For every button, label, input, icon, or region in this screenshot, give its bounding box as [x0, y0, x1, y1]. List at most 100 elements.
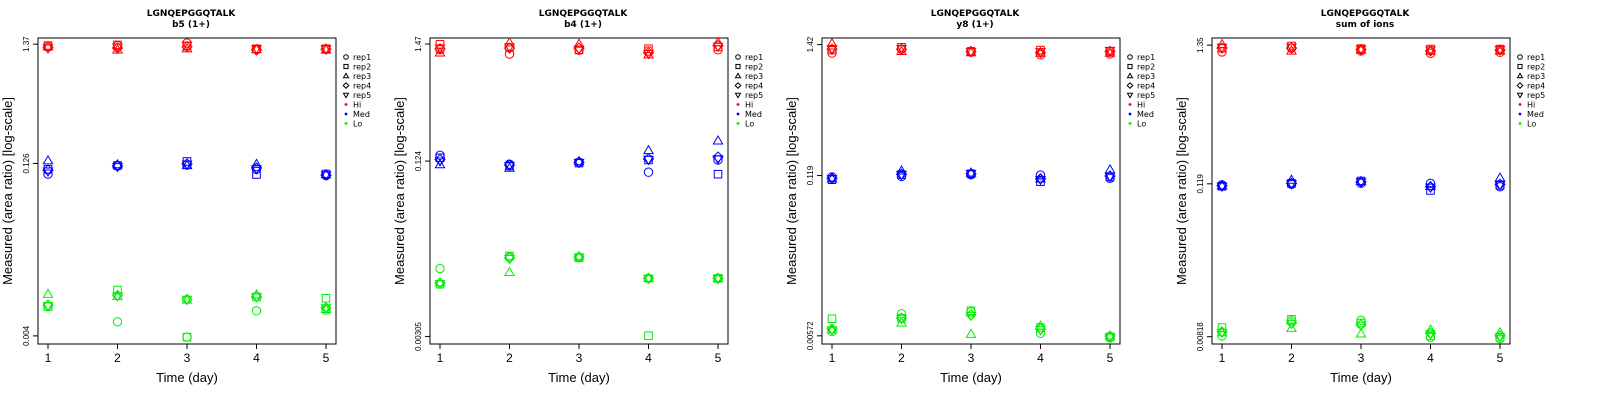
x-tick-label: 4: [1427, 351, 1434, 365]
data-point-med-rep3: [1286, 174, 1297, 184]
plot-frame: [37, 37, 337, 345]
legend-label: rep3: [1137, 72, 1155, 81]
legend-label: rep2: [1527, 63, 1545, 72]
legend-marker-rep4: [342, 82, 350, 89]
legend-label: Hi: [353, 101, 361, 110]
y-tick-label: 0.004: [22, 325, 31, 346]
legend-label: rep1: [1137, 53, 1155, 62]
data-point-hi-rep5: [112, 43, 123, 54]
data-point-lo-rep3: [42, 288, 54, 298]
data-point-med-rep3: [896, 165, 907, 175]
legend-label: rep4: [353, 82, 371, 91]
data-point-lo-rep1: [321, 305, 331, 315]
legend-label: rep5: [745, 91, 763, 100]
data-point-lo-rep3: [1286, 322, 1297, 332]
data-point-med-rep5: [112, 163, 123, 173]
data-point-lo-rep5: [1355, 321, 1367, 332]
data-point-med-rep5: [712, 155, 724, 165]
x-tick-label: 5: [715, 351, 722, 365]
y-tick-label: 0.119: [806, 165, 815, 185]
legend-marker-rep4: [734, 82, 742, 89]
x-tick-label: 1: [829, 351, 836, 365]
data-point-hi-rep5: [573, 45, 585, 55]
legend-label: rep2: [745, 63, 763, 72]
data-point-hi-rep5: [1035, 48, 1046, 58]
chart-subtitle: y8 (1+): [956, 20, 993, 30]
x-tick-label: 5: [1497, 351, 1504, 365]
data-point-med-rep5: [320, 171, 332, 181]
data-point-lo-rep5: [1035, 326, 1046, 336]
legend-label: Lo: [745, 120, 754, 129]
x-tick-label: 2: [506, 351, 513, 365]
data-point-hi-rep3: [1286, 45, 1297, 55]
legend-label: Med: [745, 110, 762, 119]
data-point-lo-rep3: [1104, 330, 1116, 340]
data-point-lo-rep2: [966, 306, 976, 316]
legend-label: rep3: [353, 72, 371, 81]
x-tick-label: 2: [898, 351, 905, 365]
data-point-lo-rep5: [1216, 328, 1228, 339]
data-point-lo-rep5: [320, 304, 332, 314]
data-point-med-rep3: [965, 167, 977, 177]
data-point-lo-rep5: [434, 280, 446, 290]
legend-label: rep5: [353, 91, 371, 100]
y-tick-label: 1.35: [1196, 37, 1205, 53]
legend-marker-rep1: [1127, 54, 1133, 60]
y-tick-label: 0.124: [414, 151, 423, 172]
legend-label: rep4: [745, 82, 763, 91]
legend-marker-rep5: [342, 92, 350, 99]
legend-label: rep1: [353, 53, 371, 62]
x-tick-label: 1: [1219, 351, 1226, 365]
data-point-hi-rep5: [1355, 45, 1367, 55]
x-axis-label: Time (day): [1330, 370, 1392, 385]
data-point-hi-rep5: [965, 48, 977, 58]
x-tick-label: 2: [114, 351, 121, 365]
data-point-med-rep2: [713, 169, 723, 179]
legend-marker-rep3: [734, 72, 742, 79]
data-point-lo-rep2: [113, 285, 122, 295]
plot-frame: [821, 37, 1121, 345]
data-point-lo-rep1: [112, 317, 123, 327]
data-point-lo-rep5: [42, 302, 54, 312]
x-tick-label: 4: [645, 351, 652, 365]
data-point-hi-rep5: [251, 45, 262, 55]
legend-dot-hi: [344, 103, 348, 106]
legend-label: rep4: [1137, 82, 1155, 91]
y-tick-label: 1.37: [22, 36, 31, 52]
x-tick-label: 1: [45, 351, 52, 365]
legend-label: Lo: [1527, 120, 1536, 129]
x-tick-label: 3: [184, 351, 191, 365]
data-point-med-rep3: [712, 135, 724, 145]
data-point-lo-rep3: [1425, 324, 1436, 334]
data-point-lo-rep3: [434, 276, 446, 287]
chart-title: LGNQEPGGQTALK: [1321, 9, 1411, 19]
data-point-med-rep3: [320, 168, 332, 179]
legend-marker-rep2: [735, 63, 741, 70]
legend-label: Hi: [1137, 101, 1145, 110]
x-tick-label: 5: [1107, 351, 1114, 365]
data-point-med-rep5: [896, 171, 907, 181]
x-tick-label: 1: [437, 351, 444, 365]
legend-dot-hi: [1518, 103, 1522, 106]
data-point-lo-rep3: [1355, 328, 1367, 338]
data-point-med-rep5: [1494, 181, 1506, 191]
data-point-lo-rep5: [181, 295, 193, 306]
data-point-lo-rep3: [1216, 326, 1228, 337]
data-point-med-rep5: [826, 175, 838, 185]
chart-title: LGNQEPGGQTALK: [931, 9, 1021, 19]
legend-dot-med: [736, 112, 740, 116]
data-point-lo-rep1: [435, 263, 445, 274]
y-tick-label: 1.47: [414, 36, 423, 52]
data-point-hi-rep5: [504, 43, 515, 53]
data-point-med-rep5: [251, 165, 262, 175]
data-point-lo-rep5: [1104, 333, 1116, 343]
data-point-hi-rep5: [826, 44, 838, 55]
legend-dot-lo: [1518, 122, 1522, 125]
data-point-lo-rep3: [1035, 320, 1046, 330]
data-point-hi-rep3: [573, 38, 585, 48]
data-point-lo-rep5: [1286, 319, 1297, 330]
